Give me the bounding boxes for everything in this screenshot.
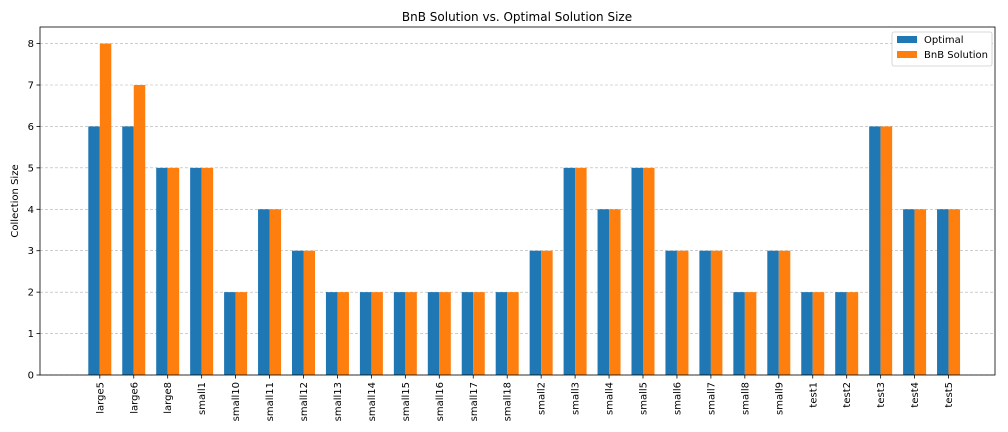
bar-optimal: [767, 250, 779, 375]
bar-optimal: [224, 292, 236, 375]
bar-optimal: [801, 292, 813, 375]
legend-swatch: [897, 51, 917, 58]
y-tick-label: 7: [28, 81, 34, 92]
bar-optimal: [597, 209, 610, 375]
bar-optimal: [495, 292, 508, 375]
bar-bnb: [846, 292, 859, 375]
y-tick-label: 2: [28, 288, 34, 299]
bar-optimal: [869, 126, 881, 375]
bar-bnb: [710, 250, 723, 375]
y-tick-label: 4: [28, 205, 34, 216]
bars-group: [88, 43, 961, 375]
bar-optimal: [258, 209, 270, 375]
x-tick-label: small18: [503, 382, 514, 421]
x-tick-label: test3: [876, 382, 887, 408]
x-tick-label: small3: [571, 382, 582, 415]
x-tick-label: large5: [95, 382, 106, 414]
y-tick-label: 8: [28, 39, 34, 50]
bar-bnb: [914, 209, 927, 375]
x-tick-label: small14: [367, 382, 378, 421]
bar-bnb: [778, 250, 791, 375]
x-tick-label: small5: [639, 382, 650, 415]
x-tick-label: small15: [401, 382, 412, 421]
bar-bnb: [99, 43, 112, 375]
y-tick-label: 5: [28, 163, 34, 174]
bar-bnb: [948, 209, 961, 375]
x-tick-label: small4: [605, 382, 616, 415]
bar-optimal: [699, 250, 711, 375]
x-axis: large5 large6 large8 small1 small10 small11 sm…: [95, 375, 955, 421]
y-axis-label: Collection Size: [10, 164, 21, 237]
x-tick-label: large6: [129, 382, 140, 414]
x-tick-label: small7: [706, 382, 717, 415]
bar-optimal: [461, 292, 474, 375]
bar-bnb: [405, 292, 417, 375]
x-tick-label: small6: [672, 382, 683, 415]
bar-optimal: [190, 167, 202, 375]
bar-bnb: [609, 209, 621, 375]
x-tick-label: small12: [299, 382, 310, 421]
bar-bnb: [643, 167, 655, 375]
bar-bnb: [575, 167, 587, 375]
bar-optimal: [427, 292, 440, 375]
bar-optimal: [903, 209, 915, 375]
bar-optimal: [529, 250, 542, 375]
y-axis: 0 1 2 3 4 5 6 7 8: [28, 39, 40, 382]
x-tick-label: small17: [469, 382, 480, 421]
y-tick-label: 1: [28, 329, 34, 340]
bar-optimal: [156, 167, 168, 375]
x-tick-label: small10: [231, 382, 242, 421]
bar-optimal: [88, 126, 100, 375]
chart-title: BnB Solution vs. Optimal Solution Size: [402, 10, 632, 24]
x-tick-label: small9: [774, 382, 785, 415]
bar-bnb: [541, 250, 553, 375]
x-tick-label: small16: [435, 382, 446, 421]
x-tick-label: small13: [333, 382, 344, 421]
bar-bnb: [235, 292, 248, 375]
bar-bnb: [812, 292, 825, 375]
bar-bnb: [337, 292, 349, 375]
bar-optimal: [835, 292, 847, 375]
legend-swatch: [897, 36, 917, 43]
y-tick-label: 3: [28, 246, 34, 257]
bar-optimal: [292, 250, 304, 375]
x-tick-label: large8: [163, 382, 174, 414]
legend-entry: BnB Solution: [924, 50, 988, 61]
y-tick-label: 0: [28, 371, 34, 382]
bar-optimal: [393, 292, 406, 375]
bar-optimal: [563, 167, 576, 375]
bar-optimal: [122, 126, 134, 375]
bar-optimal: [665, 250, 677, 375]
x-tick-label: small11: [265, 382, 276, 421]
bar-optimal: [937, 209, 949, 375]
bar-bnb: [201, 167, 214, 375]
bar-bnb: [676, 250, 689, 375]
legend-entry: Optimal: [924, 35, 964, 46]
x-tick-label: small2: [537, 382, 548, 415]
y-tick-label: 6: [28, 122, 34, 133]
bar-bnb: [269, 209, 282, 375]
bar-bnb: [507, 292, 519, 375]
bar-bnb: [167, 167, 180, 375]
bar-optimal: [325, 292, 338, 375]
bar-bnb: [744, 292, 757, 375]
x-tick-label: test5: [944, 382, 955, 408]
bar-optimal: [359, 292, 372, 375]
x-tick-label: small1: [197, 382, 208, 415]
legend: Optimal BnB Solution: [891, 31, 993, 67]
bar-optimal: [733, 292, 745, 375]
bar-bnb: [371, 292, 383, 375]
x-tick-label: test2: [842, 382, 853, 408]
bar-bnb: [880, 126, 893, 375]
bar-bnb: [439, 292, 451, 375]
x-tick-label: small8: [740, 382, 751, 415]
x-tick-label: test4: [910, 382, 921, 408]
bar-bnb: [473, 292, 485, 375]
bar-bnb: [303, 250, 315, 375]
x-tick-label: test1: [808, 382, 819, 408]
plot-frame: [39, 26, 996, 376]
bar-optimal: [631, 167, 643, 375]
bar-bnb: [133, 85, 146, 375]
